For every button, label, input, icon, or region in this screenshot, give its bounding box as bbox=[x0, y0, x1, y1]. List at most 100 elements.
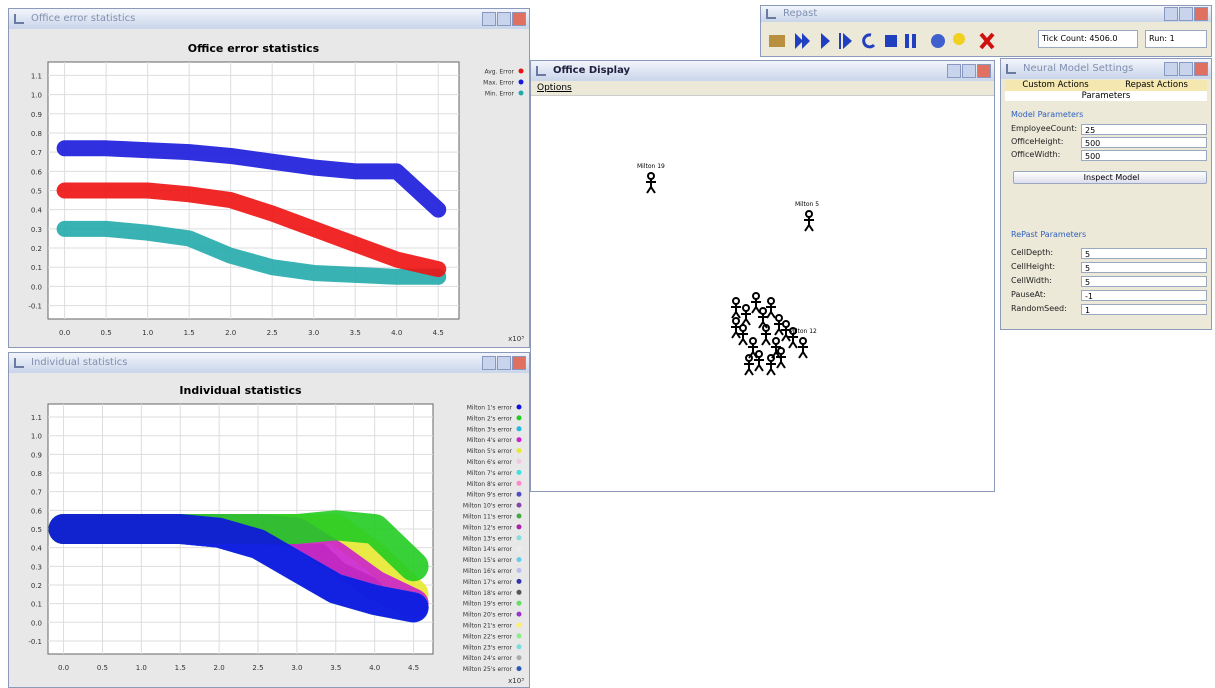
window-title: Office Display bbox=[553, 65, 631, 76]
agent-figure bbox=[766, 297, 776, 319]
minimize[interactable] bbox=[482, 12, 496, 26]
agent-figure bbox=[761, 324, 771, 346]
legend-marker bbox=[516, 469, 522, 475]
y-tick-label: 0.1 bbox=[31, 264, 42, 272]
settings-button[interactable] bbox=[931, 34, 945, 48]
legend-marker bbox=[516, 480, 522, 486]
param-input[interactable]: 5 bbox=[1081, 262, 1207, 273]
title-bar: Neural Model Settings bbox=[1001, 59, 1211, 79]
step-button[interactable] bbox=[821, 33, 830, 49]
legend-label: Milton 24's error bbox=[463, 655, 513, 662]
legend-label: Milton 8's error bbox=[467, 481, 513, 488]
tab[interactable]: Custom Actions bbox=[1022, 80, 1089, 90]
stop-button[interactable] bbox=[885, 35, 897, 47]
param-label: RandomSeed: bbox=[1011, 304, 1067, 313]
x-tick-label: 2.5 bbox=[267, 329, 278, 337]
y-tick-label: 0.5 bbox=[31, 188, 42, 196]
maximize[interactable] bbox=[962, 64, 976, 78]
legend-label: Milton 5's error bbox=[467, 448, 513, 455]
legend-label: Milton 19's error bbox=[463, 601, 513, 608]
close[interactable] bbox=[977, 64, 991, 78]
restart-button[interactable] bbox=[862, 33, 876, 49]
legend-marker bbox=[518, 90, 524, 96]
close[interactable] bbox=[512, 356, 526, 370]
maximize[interactable] bbox=[1179, 62, 1193, 76]
menu-options[interactable]: Options bbox=[537, 83, 572, 93]
error-window: Office error statistics Office error sta… bbox=[8, 8, 530, 348]
legend-label: Milton 1's error bbox=[467, 405, 513, 412]
x-tick-label: 0.0 bbox=[59, 329, 70, 337]
pause-button[interactable] bbox=[905, 34, 916, 48]
agent-figure bbox=[731, 317, 741, 339]
agent-figure bbox=[766, 354, 776, 376]
y-tick-label: 0.2 bbox=[31, 582, 42, 590]
y-tick-label: 0.8 bbox=[31, 130, 42, 138]
inspect-model-button[interactable]: Inspect Model bbox=[1013, 171, 1207, 184]
legend-marker bbox=[516, 589, 522, 595]
legend-marker bbox=[516, 459, 522, 464]
param-input[interactable]: 5 bbox=[1081, 248, 1207, 259]
office-display-window: Office Display Options Milton 19 Milton 5… bbox=[530, 60, 995, 492]
minimize[interactable] bbox=[947, 64, 961, 78]
legend-marker bbox=[516, 568, 522, 573]
param-input[interactable]: -1 bbox=[1081, 290, 1207, 301]
y-tick-label: 0.9 bbox=[31, 111, 42, 119]
x-tick-label: 0.5 bbox=[97, 664, 108, 672]
legend-marker bbox=[516, 415, 522, 421]
tab-active[interactable]: Parameters bbox=[1005, 91, 1207, 101]
legend-label: Milton 7's error bbox=[467, 470, 513, 477]
param-input[interactable]: 500 bbox=[1081, 137, 1207, 148]
legend-label: Milton 13's error bbox=[463, 535, 513, 542]
legend-label: Milton 20's error bbox=[463, 612, 513, 619]
x-tick-label: 0.0 bbox=[58, 664, 69, 672]
agent-figure bbox=[774, 314, 784, 336]
minimize[interactable] bbox=[1164, 62, 1178, 76]
legend-marker bbox=[516, 666, 522, 672]
exit-button[interactable] bbox=[979, 32, 995, 50]
y-tick-label: 1.0 bbox=[31, 433, 42, 441]
load-button[interactable] bbox=[769, 35, 785, 47]
section-title: Model Parameters bbox=[1011, 110, 1084, 119]
run-button[interactable] bbox=[795, 33, 810, 49]
legend-marker bbox=[516, 426, 522, 432]
x-tick-label: 3.0 bbox=[291, 664, 302, 672]
y-tick-label: 0.4 bbox=[31, 207, 43, 215]
legend-label: Milton 23's error bbox=[463, 644, 513, 651]
tick-count: Tick Count: 4506.0 bbox=[1038, 30, 1138, 48]
x-tick-label: 4.0 bbox=[369, 664, 380, 672]
close[interactable] bbox=[1194, 62, 1208, 76]
legend-marker bbox=[516, 611, 522, 617]
close[interactable] bbox=[512, 12, 526, 26]
agent-figure bbox=[748, 337, 758, 359]
param-input[interactable]: 1 bbox=[1081, 304, 1207, 315]
minimize[interactable] bbox=[1164, 7, 1178, 21]
y-tick-label: 1.1 bbox=[31, 72, 42, 80]
close[interactable] bbox=[1194, 7, 1208, 21]
legend-label: Milton 3's error bbox=[467, 426, 513, 433]
agent-figure bbox=[771, 337, 781, 359]
legend-marker bbox=[516, 546, 522, 552]
param-input[interactable]: 5 bbox=[1081, 276, 1207, 287]
x-tick-label: 4.5 bbox=[408, 664, 419, 672]
maximize[interactable] bbox=[497, 12, 511, 26]
legend-marker bbox=[516, 502, 522, 508]
agent-label: Milton 12 bbox=[789, 328, 817, 335]
step-one-button[interactable] bbox=[839, 33, 852, 49]
legend-label: Milton 4's error bbox=[467, 437, 513, 444]
x-tick-label: 2.5 bbox=[252, 664, 263, 672]
window-title: Office error statistics bbox=[31, 13, 136, 24]
minimize[interactable] bbox=[482, 356, 496, 370]
x-tick-label: 3.5 bbox=[350, 329, 361, 337]
legend-label: Milton 10's error bbox=[463, 503, 513, 510]
title-bar: Repast bbox=[761, 6, 1211, 22]
param-input[interactable]: 500 bbox=[1081, 150, 1207, 161]
info-button[interactable] bbox=[953, 33, 965, 45]
param-input[interactable]: 25 bbox=[1081, 124, 1207, 135]
maximize[interactable] bbox=[1179, 7, 1193, 21]
legend-label: Milton 14's error bbox=[463, 546, 513, 553]
agent-figure bbox=[798, 337, 808, 359]
chart: Office error statistics -0.1 0.0 0.1 0.2 0.3 0… bbox=[28, 42, 524, 343]
tab[interactable]: Repast Actions bbox=[1125, 80, 1188, 90]
maximize[interactable] bbox=[497, 356, 511, 370]
legend-label: Milton 2's error bbox=[467, 415, 513, 422]
